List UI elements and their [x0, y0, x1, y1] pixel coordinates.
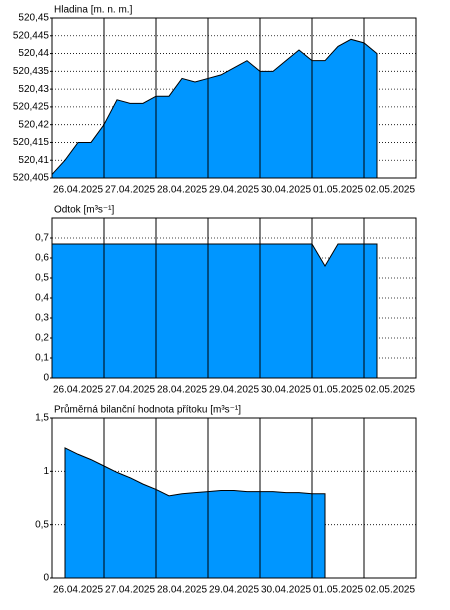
y-tick-label: 520,44 — [18, 48, 49, 59]
plot-frame — [51, 217, 417, 379]
x-tick-label: 27.04.2025 — [105, 585, 155, 596]
x-tick-label: 30.04.2025 — [261, 185, 311, 196]
y-tick-label: 520,41 — [18, 155, 49, 166]
y-tick-label: 0,3 — [35, 313, 49, 324]
x-tick-label: 02.05.2025 — [365, 185, 415, 196]
chart-title: Průměrná bilanční hodnota přítoku [m³s⁻¹… — [54, 404, 241, 416]
y-tick-label: 520,435 — [13, 66, 50, 77]
x-tick-label: 26.04.2025 — [53, 585, 103, 596]
x-tick-label: 01.05.2025 — [313, 385, 363, 396]
y-tick-label: 1,5 — [35, 413, 49, 424]
x-tick-label: 29.04.2025 — [209, 385, 259, 396]
x-tick-label: 26.04.2025 — [53, 185, 103, 196]
x-tick-label: 29.04.2025 — [209, 185, 259, 196]
area — [51, 38, 378, 179]
x-tick-label: 27.04.2025 — [105, 385, 155, 396]
x-tick-label: 30.04.2025 — [261, 385, 311, 396]
y-tick-label: 0,1 — [35, 353, 49, 364]
area — [51, 243, 378, 379]
x-tick-label: 28.04.2025 — [157, 185, 207, 196]
x-tick-label: 28.04.2025 — [157, 585, 207, 596]
chart-title: Hladina [m. n. m.] — [54, 5, 133, 16]
y-tick-label: 520,405 — [13, 173, 50, 184]
y-tick-label: 1 — [43, 466, 49, 477]
x-tick-label: 29.04.2025 — [209, 585, 259, 596]
y-tick-label: 0,7 — [35, 233, 49, 244]
x-tick-label: 28.04.2025 — [157, 385, 207, 396]
chart-title: Odtok [m³s⁻¹] — [54, 205, 115, 216]
x-tick-label: 27.04.2025 — [105, 185, 155, 196]
y-tick-label: 0,6 — [35, 253, 49, 264]
y-tick-label: 520,45 — [18, 13, 49, 24]
y-tick-label: 0 — [43, 573, 49, 584]
x-tick-label: 02.05.2025 — [365, 585, 415, 596]
y-tick-label: 520,42 — [18, 119, 49, 130]
y-tick-label: 0 — [43, 373, 49, 384]
x-tick-label: 02.05.2025 — [365, 385, 415, 396]
y-tick-label: 520,43 — [18, 84, 49, 95]
x-tick-label: 30.04.2025 — [261, 585, 311, 596]
y-tick-label: 0,5 — [35, 519, 49, 530]
x-tick-label: 01.05.2025 — [313, 585, 363, 596]
y-tick-label: 520,415 — [13, 137, 50, 148]
plot-frame — [51, 417, 417, 579]
plot-frame — [51, 17, 417, 179]
x-tick-label: 01.05.2025 — [313, 185, 363, 196]
y-tick-label: 0,5 — [35, 273, 49, 284]
x-tick-label: 26.04.2025 — [53, 385, 103, 396]
y-tick-label: 0,2 — [35, 333, 49, 344]
y-tick-label: 0,4 — [35, 293, 49, 304]
y-tick-label: 520,445 — [13, 30, 50, 41]
y-tick-label: 520,425 — [13, 102, 50, 113]
